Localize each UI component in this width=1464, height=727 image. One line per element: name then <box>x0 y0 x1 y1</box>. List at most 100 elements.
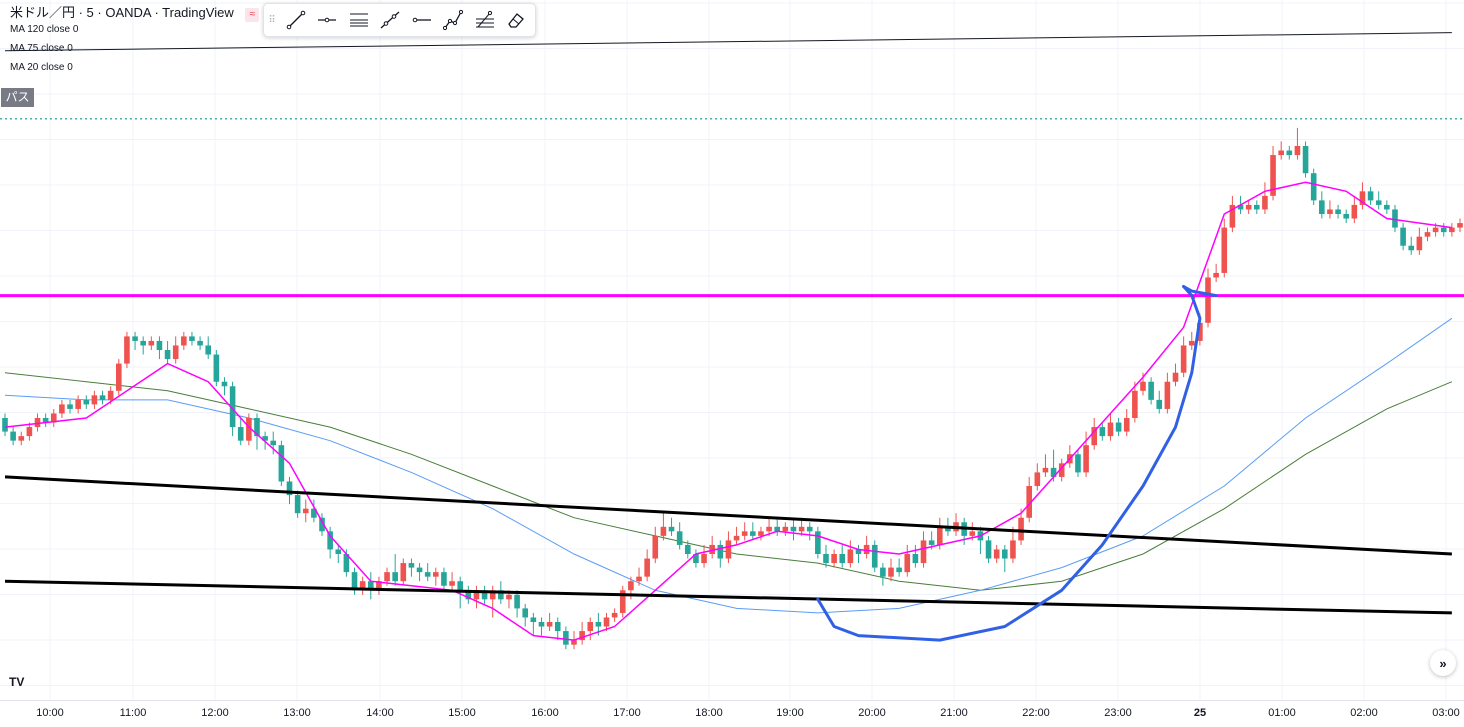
candle-body <box>1237 204 1244 210</box>
horizontal-ray-icon[interactable] <box>312 4 344 36</box>
candle-body <box>351 572 358 591</box>
candle-body <box>985 540 992 559</box>
candle-body <box>481 590 488 600</box>
candle-body <box>1408 245 1415 251</box>
candle-body <box>1359 191 1366 205</box>
candle-body <box>628 581 634 591</box>
candle-body <box>554 622 561 632</box>
candle-body <box>1270 155 1276 196</box>
candle-body <box>904 554 911 573</box>
drag-handle-icon[interactable]: ⠿ <box>268 14 276 26</box>
candle-body <box>18 436 25 441</box>
candle-body <box>302 508 309 514</box>
candle-body <box>1018 517 1024 541</box>
candle-body <box>880 567 886 577</box>
scroll-to-realtime-button[interactable]: » <box>1430 650 1456 676</box>
candle-body <box>424 572 431 577</box>
candle-body <box>1319 200 1325 214</box>
candle-body <box>1058 463 1065 477</box>
candle-body <box>2 418 8 432</box>
candle-body <box>603 617 610 627</box>
candle-body <box>522 608 529 618</box>
hand-drawn-curve <box>816 285 1202 642</box>
candle-body <box>1205 277 1211 323</box>
candle-body <box>286 481 293 496</box>
candle-body <box>1083 445 1089 473</box>
sync-icon[interactable]: ≈ <box>245 8 260 22</box>
fib-icon[interactable] <box>469 4 501 36</box>
candle-body <box>449 581 455 586</box>
candle-body <box>969 531 976 536</box>
candle-body <box>587 622 594 632</box>
candle-body <box>684 544 691 554</box>
candle-body <box>1310 173 1317 201</box>
candle-body <box>750 531 756 536</box>
candle-body <box>1140 381 1146 391</box>
trend-line-icon[interactable] <box>280 4 312 36</box>
candle-body <box>1440 227 1447 233</box>
candle-body <box>1148 381 1154 400</box>
time-tick-label: 10:00 <box>36 707 64 719</box>
horizontal-line-icon[interactable] <box>406 4 438 36</box>
time-axis[interactable]: 10:00 11:00 12:00 13:00 14:00 15:00 16:00 17:00… <box>0 700 1464 727</box>
candle-body <box>278 445 285 482</box>
candle-body <box>99 395 106 400</box>
candle-body <box>1367 191 1374 201</box>
candle-body <box>205 345 212 355</box>
candle-body <box>107 390 114 400</box>
candle-body <box>1343 214 1350 219</box>
time-tick-label: 20:00 <box>858 707 886 719</box>
candle-body <box>693 554 699 564</box>
candle-body <box>1091 427 1098 446</box>
candle-body <box>847 549 854 564</box>
candle-body <box>213 354 220 382</box>
candle-body <box>1180 345 1187 373</box>
candle-body <box>725 540 732 559</box>
candle-body <box>50 413 57 423</box>
channel-trendline <box>4 579 1452 615</box>
candle-body <box>75 399 81 409</box>
ma75-legend[interactable]: MA 75 close 0 <box>10 43 73 54</box>
price-badge: パス <box>1 88 34 107</box>
candle-body <box>140 340 146 346</box>
eraser-icon[interactable] <box>501 4 533 36</box>
candle-body <box>652 535 659 559</box>
candle-body <box>1115 422 1122 432</box>
candle-body <box>1221 227 1228 273</box>
extended-line-icon[interactable] <box>375 4 407 36</box>
candle-body <box>26 427 33 437</box>
candle-body <box>441 572 447 586</box>
candle-body <box>912 554 919 564</box>
candle-body <box>1213 272 1219 278</box>
candle-body <box>246 418 252 441</box>
candle-body <box>115 363 122 391</box>
price-chart[interactable] <box>0 0 1464 700</box>
candle-body <box>993 549 1000 559</box>
candle-body <box>384 572 390 582</box>
candle-body <box>319 517 325 532</box>
path-icon[interactable] <box>438 4 470 36</box>
candle-body <box>636 576 642 582</box>
drawing-toolbar: ⠿ <box>263 3 536 37</box>
candle-body <box>416 567 423 573</box>
parallel-channel-icon[interactable] <box>343 4 375 36</box>
candle-body <box>676 531 683 545</box>
candle-body <box>741 531 748 536</box>
candle-body <box>197 340 203 346</box>
candle-body <box>782 526 789 532</box>
candle-body <box>644 558 650 577</box>
candle-body <box>733 535 740 541</box>
tradingview-logo[interactable]: TV <box>9 675 25 689</box>
candle-body <box>758 531 764 536</box>
time-tick-label: 12:00 <box>201 707 229 719</box>
candle-body <box>392 572 398 582</box>
candle-body <box>945 526 951 532</box>
candle-body <box>1245 204 1252 210</box>
candle-body <box>1026 486 1032 518</box>
candle-body <box>1034 472 1041 486</box>
time-tick-label: 18:00 <box>695 707 723 719</box>
time-tick-label: 02:00 <box>1350 707 1378 719</box>
candle-body <box>1107 422 1114 437</box>
ma20-legend[interactable]: MA 20 close 0 <box>10 62 73 73</box>
ma120-legend[interactable]: MA 120 close 0 <box>10 24 79 35</box>
